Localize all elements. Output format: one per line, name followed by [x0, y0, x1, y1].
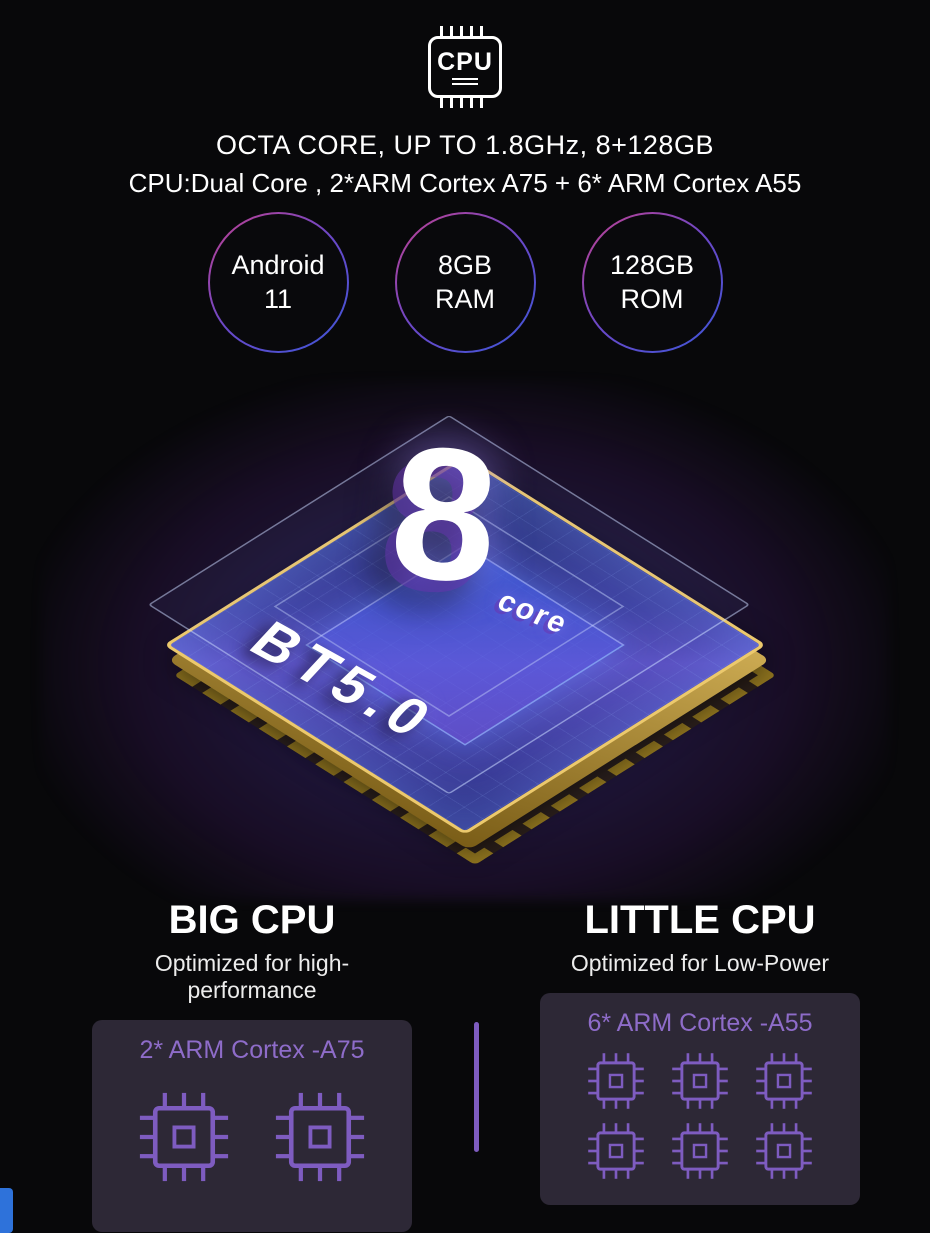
little-cpu-card: 6* ARM Cortex -A55 [540, 993, 860, 1205]
cpu-chip-icon [756, 1123, 812, 1179]
cpu-icon-label: CPU [437, 47, 493, 76]
cpu-chip-icon [275, 1092, 365, 1182]
spec-circle-rom-inner: 128GB ROM [583, 214, 721, 351]
big-cpu-subheading: Optimized for high-performance [154, 950, 350, 1003]
big-cpu-heading: BIG CPU [168, 898, 336, 942]
subheadline: CPU:Dual Core , 2*ARM Cortex A75 + 6* AR… [128, 168, 802, 198]
cpu-chip-icon [756, 1053, 812, 1109]
spec-circle-android-inner: Android 11 [209, 214, 347, 351]
spec-circle-ram-inner: 8GB RAM [396, 214, 534, 351]
big-cpu-column: BIG CPU Optimized for high-performance 2… [92, 898, 412, 1232]
cpu-icon-pins-bottom [440, 98, 490, 108]
card-divider [474, 1022, 479, 1152]
cpu-chip-icon [588, 1123, 644, 1179]
spec-circle-ram: 8GB RAM [394, 212, 536, 353]
little-cpu-column: LITTLE CPU Optimized for Low-Power 6* AR… [540, 898, 860, 1205]
little-cpu-card-title: 6* ARM Cortex -A55 [587, 1009, 813, 1037]
big-cpu-card: 2* ARM Cortex -A75 [92, 1020, 412, 1232]
cpu-icon-body: CPU [428, 36, 502, 98]
little-cpu-chip-icons [540, 1052, 860, 1180]
cpu-chip-icon [139, 1092, 229, 1182]
little-cpu-heading: LITTLE CPU [584, 898, 816, 942]
cpu-icon-pins-top [440, 26, 490, 36]
spec-circle-rom: 128GB ROM [581, 212, 723, 353]
big-cpu-chip-icons [92, 1091, 412, 1183]
chip-3d-illustration: 8 core BT5.0 [0, 360, 930, 910]
cpu-icon-underline [452, 77, 478, 85]
spec-circle-android-line2: 11 [263, 283, 293, 314]
core-count-text: 8 [384, 405, 504, 623]
cpu-chip-icon [672, 1123, 728, 1179]
blue-accent-bar [0, 1188, 13, 1233]
cpu-icon: CPU [425, 26, 505, 108]
big-cpu-card-title: 2* ARM Cortex -A75 [139, 1036, 365, 1064]
spec-circle-android: Android 11 [207, 212, 349, 353]
spec-circle-rom-line2: ROM [620, 283, 684, 314]
spec-circle-ram-line2: RAM [435, 283, 495, 314]
spec-circles: Android 11 8GB RAM 128GB ROM [0, 212, 930, 353]
spec-circle-ram-line1: 8GB [437, 249, 493, 280]
spec-circle-rom-line1: 128GB [609, 249, 695, 280]
headline: OCTA CORE, UP TO 1.8GHz, 8+128GB [216, 130, 714, 160]
little-cpu-subheading: Optimized for Low-Power [570, 950, 830, 976]
cpu-chip-icon [588, 1053, 644, 1109]
cpu-chip-icon [672, 1053, 728, 1109]
spec-circle-android-line1: Android [231, 249, 325, 280]
